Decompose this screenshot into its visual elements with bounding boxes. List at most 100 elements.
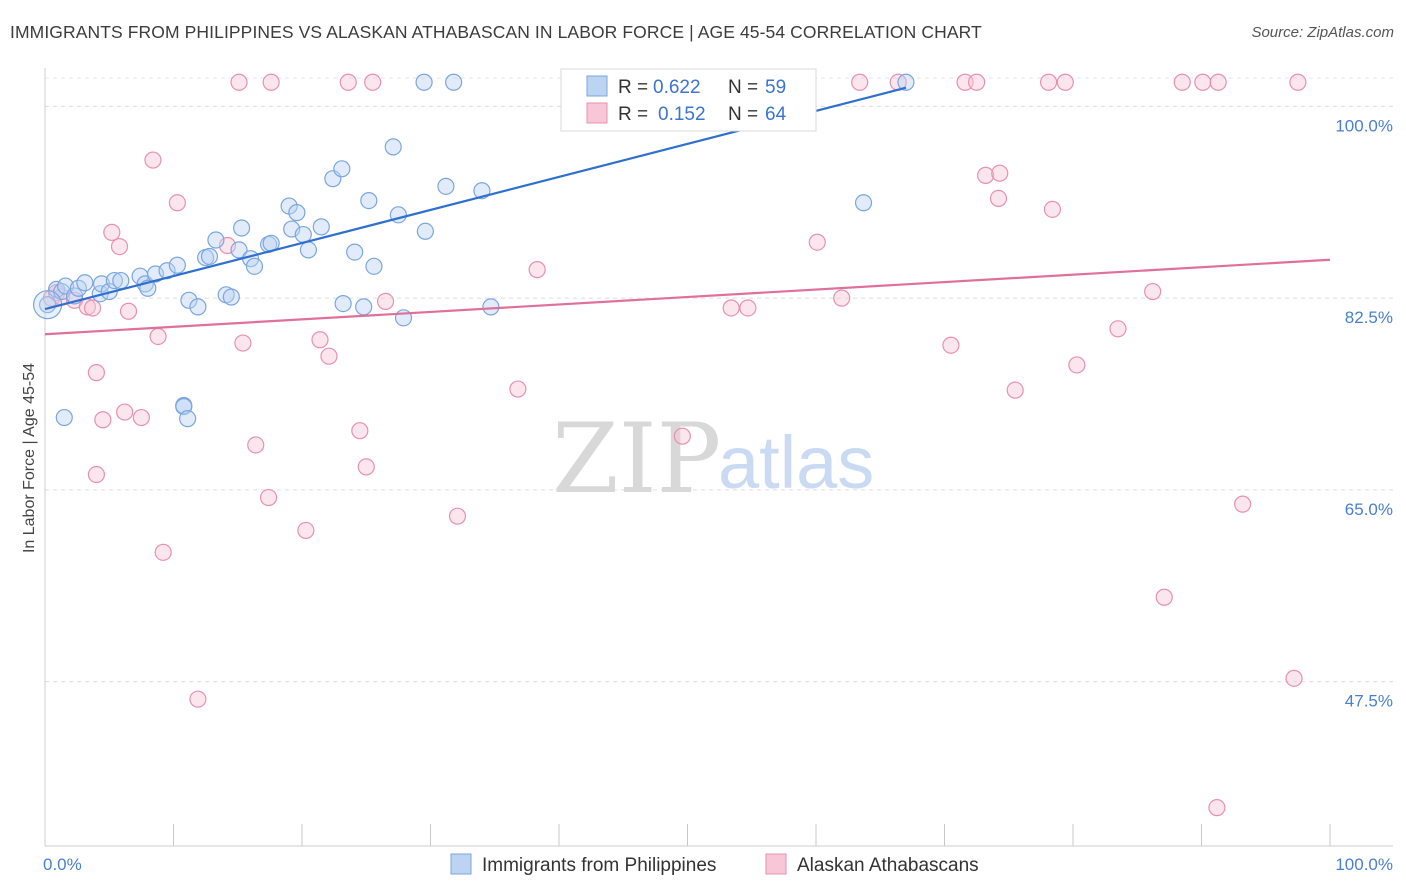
philippines-point-28 bbox=[245, 257, 264, 275]
philippines-point-18 bbox=[180, 291, 198, 309]
athabascan-point-10 bbox=[110, 238, 129, 256]
athabascan-point-58 bbox=[1194, 73, 1212, 91]
source-label: Source: ZipAtlas.com bbox=[1251, 24, 1394, 41]
philippines-point-41 bbox=[355, 298, 373, 316]
legend-n-value-2: 64 bbox=[765, 104, 787, 125]
legend-n-value-1: 59 bbox=[765, 77, 786, 98]
philippines-point-54 bbox=[897, 73, 915, 91]
series-legend-label-philippines: Immigrants from Philippines bbox=[482, 855, 716, 876]
philippines-point-53 bbox=[854, 194, 873, 212]
athabascan-point-38 bbox=[739, 299, 757, 317]
philippines-point-42 bbox=[360, 191, 378, 210]
x-tick-label-1: 100.0% bbox=[1335, 855, 1393, 874]
y-tick-label-3: 47.5% bbox=[1345, 692, 1393, 711]
athabascan-point-26 bbox=[311, 331, 329, 349]
athabascan-point-16 bbox=[154, 543, 172, 561]
athabascan-point-62 bbox=[1285, 669, 1303, 687]
athabascan-point-40 bbox=[833, 289, 851, 307]
athabascan-point-56 bbox=[1155, 588, 1173, 606]
athabascan-point-49 bbox=[1006, 381, 1024, 399]
grid-lines bbox=[45, 77, 1393, 683]
philippines-point-48 bbox=[415, 73, 433, 91]
athabascan-point-51 bbox=[1043, 200, 1062, 218]
athabascan-point-34 bbox=[509, 380, 527, 398]
watermark: ZIP atlas bbox=[552, 403, 874, 515]
series-alaskan-athabascans-points bbox=[42, 73, 1307, 817]
legend-n-label-1: N = bbox=[728, 77, 758, 98]
chart-title: IMMIGRANTS FROM PHILIPPINES VS ALASKAN A… bbox=[10, 22, 982, 42]
philippines-point-52 bbox=[482, 298, 500, 316]
philippines-point-17 bbox=[168, 256, 186, 274]
athabascan-point-31 bbox=[376, 292, 395, 310]
athabascan-point-41 bbox=[851, 73, 869, 91]
series-legend-swatch-pink bbox=[765, 853, 787, 875]
athabascan-point-7 bbox=[87, 465, 106, 484]
athabascan-point-61 bbox=[1234, 495, 1252, 513]
athabascan-point-22 bbox=[247, 436, 265, 454]
athabascan-point-18 bbox=[189, 690, 207, 708]
philippines-point-55 bbox=[55, 408, 73, 427]
y-tick-label-0: 100.0% bbox=[1335, 116, 1393, 135]
athabascan-point-9 bbox=[103, 223, 121, 241]
legend-r-label-1: R = bbox=[618, 77, 648, 98]
philippines-point-19 bbox=[189, 298, 207, 316]
watermark-zip: ZIP bbox=[552, 403, 721, 515]
athabascan-point-13 bbox=[132, 408, 150, 427]
philippines-point-47 bbox=[416, 222, 434, 240]
philippines-point-22 bbox=[207, 231, 225, 249]
athabascan-point-52 bbox=[1056, 73, 1074, 91]
legend-r-value-2: 0.152 bbox=[658, 104, 706, 125]
athabascan-point-6 bbox=[87, 364, 106, 382]
x-tick-labels: 0.0% 100.0% bbox=[43, 824, 1393, 874]
philippines-point-44 bbox=[384, 138, 402, 156]
series-legend-label-athabascans: Alaskan Athabascans bbox=[797, 855, 979, 876]
athabascan-point-50 bbox=[1039, 73, 1058, 91]
philippines-point-0 bbox=[38, 296, 57, 314]
legend-r-label-2: R = bbox=[618, 104, 648, 125]
athabascan-point-21 bbox=[230, 73, 248, 91]
athabascan-point-17 bbox=[168, 194, 186, 212]
philippines-point-39 bbox=[334, 294, 352, 313]
philippines-point-40 bbox=[346, 243, 364, 261]
philippines-point-21 bbox=[200, 247, 219, 266]
watermark-atlas: atlas bbox=[718, 421, 874, 504]
athabascan-point-39 bbox=[808, 233, 826, 251]
athabascan-point-5 bbox=[83, 299, 102, 317]
athabascan-point-24 bbox=[262, 73, 280, 91]
athabascan-point-15 bbox=[149, 327, 167, 346]
athabascan-point-11 bbox=[116, 403, 134, 421]
athabascan-point-25 bbox=[297, 521, 315, 540]
athabascan-point-35 bbox=[528, 261, 546, 279]
athabascan-point-23 bbox=[259, 488, 278, 507]
y-tick-labels: 100.0% 82.5% 65.0% 47.5% bbox=[1335, 116, 1393, 710]
athabascan-point-33 bbox=[448, 507, 467, 525]
philippines-point-35 bbox=[299, 241, 318, 259]
athabascan-point-20 bbox=[234, 334, 252, 352]
athabascan-point-29 bbox=[351, 422, 369, 440]
athabascan-point-47 bbox=[989, 189, 1008, 207]
philippines-point-43 bbox=[365, 257, 383, 275]
athabascan-point-48 bbox=[991, 164, 1009, 182]
athabascan-point-12 bbox=[119, 302, 138, 320]
correlation-legend: R = 0.622 N = 59 R = 0.152 N = 64 bbox=[560, 68, 817, 132]
philippines-point-25 bbox=[230, 241, 248, 259]
athabascan-point-32 bbox=[357, 458, 375, 476]
legend-n-label-2: N = bbox=[728, 104, 758, 125]
athabascan-point-28 bbox=[339, 73, 357, 91]
legend-swatch-pink bbox=[586, 102, 608, 124]
philippines-point-36 bbox=[312, 218, 330, 236]
series-philippines-points bbox=[32, 73, 915, 428]
athabascan-point-55 bbox=[1144, 282, 1162, 301]
athabascan-point-53 bbox=[1068, 356, 1086, 374]
series-legend-swatch-blue bbox=[450, 853, 472, 875]
athabascan-point-43 bbox=[942, 336, 960, 354]
athabascan-point-14 bbox=[144, 151, 162, 169]
athabascan-point-59 bbox=[1208, 799, 1226, 817]
philippines-point-50 bbox=[445, 73, 463, 91]
athabascan-point-37 bbox=[722, 299, 740, 317]
philippines-point-33 bbox=[288, 204, 306, 222]
philippines-point-38 bbox=[333, 160, 351, 178]
philippines-point-24 bbox=[222, 288, 240, 306]
athabascan-point-45 bbox=[968, 73, 986, 91]
